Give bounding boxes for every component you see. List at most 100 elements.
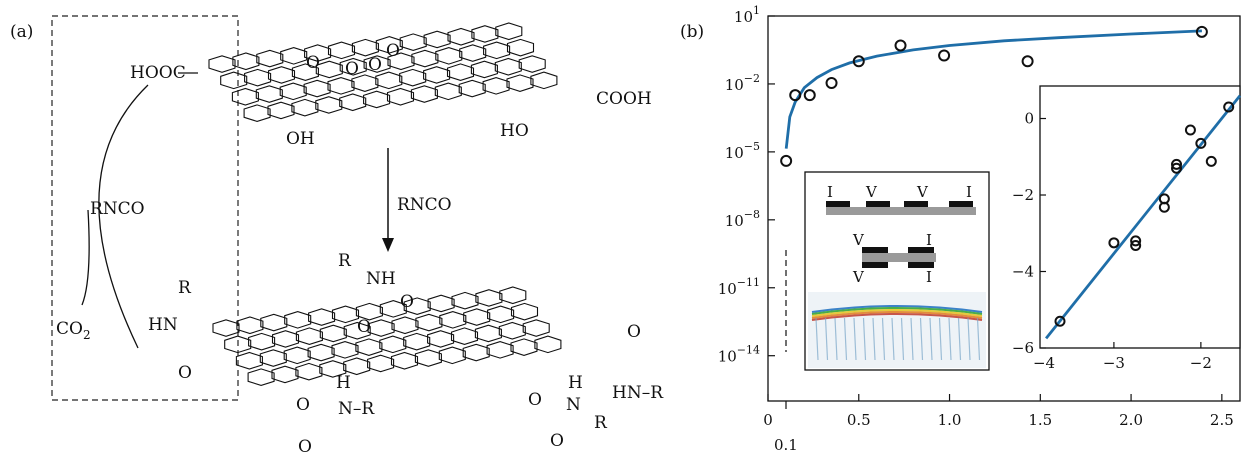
- hexagon-ring: [291, 63, 319, 81]
- micrograph-streak: [891, 317, 895, 361]
- hexagon-ring: [231, 87, 259, 106]
- hexagon-ring: [256, 49, 284, 68]
- hexagon-ring: [483, 41, 511, 60]
- hexagon-ring: [482, 77, 510, 95]
- micrograph-band: [811, 313, 983, 321]
- inset-y-tick-label: −4: [1012, 263, 1034, 281]
- hexagon-ring: [510, 338, 538, 356]
- hexagon-ring: [499, 286, 527, 305]
- micrograph-band: [811, 311, 983, 319]
- x-tick-label: 2.0: [1119, 411, 1143, 429]
- hexagon-ring: [351, 74, 379, 92]
- inset-data-point: [1108, 237, 1120, 249]
- oxygen-label: O: [368, 55, 382, 75]
- micrograph-streak: [815, 317, 819, 361]
- inset-data-point: [1171, 162, 1183, 174]
- hexagon-ring: [462, 343, 490, 362]
- functionalized-graphene-sheet: [212, 286, 562, 386]
- h-label: H: [336, 373, 351, 393]
- x-tick-label: 1.5: [1028, 411, 1052, 429]
- hexagon-ring: [303, 79, 331, 98]
- inset-data-point: [1195, 137, 1207, 149]
- contact-label: V: [852, 231, 865, 249]
- hexagon-ring: [327, 41, 356, 60]
- data-point: [852, 55, 865, 68]
- hexagon-ring: [410, 85, 438, 103]
- data-point: [825, 77, 838, 90]
- hexagon-ring: [280, 47, 308, 65]
- micrograph-streak: [910, 317, 914, 361]
- hexagon-ring: [363, 55, 391, 73]
- inset-x-edge-label: −4: [1033, 354, 1055, 372]
- data-point: [803, 89, 816, 102]
- hexagon-ring: [367, 354, 395, 373]
- inset-fit-line: [1045, 94, 1242, 340]
- micrograph-band: [811, 305, 983, 313]
- x-tick-label: 0.5: [847, 411, 871, 429]
- hexagon-ring: [351, 38, 379, 57]
- n-r-group: N–R: [338, 399, 375, 419]
- inset-y-tick-label: −6: [1012, 339, 1034, 357]
- hexagon-ring: [423, 30, 451, 49]
- hexagon-ring: [319, 360, 347, 378]
- hexagon-ring: [486, 341, 514, 359]
- hexagon-ring: [248, 332, 276, 351]
- hexagon-ring: [307, 343, 335, 362]
- main-data-points: [780, 25, 1208, 167]
- hexagon-ring: [355, 302, 383, 321]
- oxygen-label: O: [528, 390, 542, 410]
- inset-data-point: [1158, 201, 1170, 213]
- hooc-group: HOOC: [130, 63, 186, 83]
- y-tick-label: 10−11: [718, 276, 760, 298]
- data-point: [789, 89, 802, 102]
- hexagon-ring: [451, 291, 479, 310]
- micrograph-streak: [948, 317, 952, 361]
- hexagon-ring: [267, 101, 295, 120]
- hexagon-ring: [438, 346, 466, 365]
- hexagon-ring: [375, 36, 403, 54]
- hexagon-ring: [379, 335, 407, 354]
- micrograph-streak: [938, 317, 943, 361]
- hexagon-ring: [295, 362, 323, 381]
- hexagon-ring: [446, 63, 475, 81]
- data-point: [1195, 25, 1208, 38]
- micrograph-streak: [843, 317, 848, 361]
- hexagon-ring: [208, 55, 236, 73]
- r-group: R: [338, 251, 352, 271]
- hexagon-ring: [399, 33, 427, 51]
- hexagon-ring: [339, 57, 367, 76]
- hexagon-ring: [471, 25, 499, 43]
- hexagon-ring: [283, 346, 311, 365]
- micrograph-streak: [862, 317, 867, 361]
- hexagon-ring: [343, 321, 371, 340]
- hexagon-ring: [220, 71, 248, 90]
- rnco-side-label: RNCO: [90, 199, 145, 219]
- oxygen-label: O: [345, 59, 359, 79]
- hexagon-ring: [450, 327, 479, 345]
- hexagon-ring: [498, 321, 526, 340]
- inset-data-points: [1054, 101, 1235, 327]
- inset-axis-ticks: −3 −2−40−2−4−6: [1012, 110, 1212, 372]
- hexagon-ring: [403, 297, 431, 315]
- hn-group: HN: [148, 315, 178, 335]
- data-point: [780, 154, 793, 167]
- oxygen-label: O: [357, 317, 371, 337]
- inset-x-tick-label: −2: [1190, 354, 1212, 372]
- hexagon-ring: [387, 52, 415, 71]
- oxygen-label: O: [306, 53, 320, 73]
- panel-a: (a) RNCO RNCO CO2 HOOC COOH OH HO O O O …: [10, 15, 664, 454]
- hexagon-ring: [475, 289, 503, 307]
- x-tick-label: 0: [763, 411, 773, 429]
- hexagon-ring: [331, 305, 360, 324]
- hexagon-ring: [224, 335, 252, 354]
- hexagon-ring: [379, 300, 407, 318]
- hn-r-group: HN–R: [612, 383, 664, 403]
- hexagon-ring: [423, 66, 451, 84]
- hexagon-ring: [530, 71, 558, 90]
- hexagon-ring: [427, 294, 455, 313]
- hexagon-ring: [291, 98, 319, 117]
- hexagon-ring: [331, 341, 359, 359]
- hexagon-ring: [243, 104, 271, 122]
- contact-label: I: [926, 268, 932, 286]
- data-point: [1021, 55, 1034, 68]
